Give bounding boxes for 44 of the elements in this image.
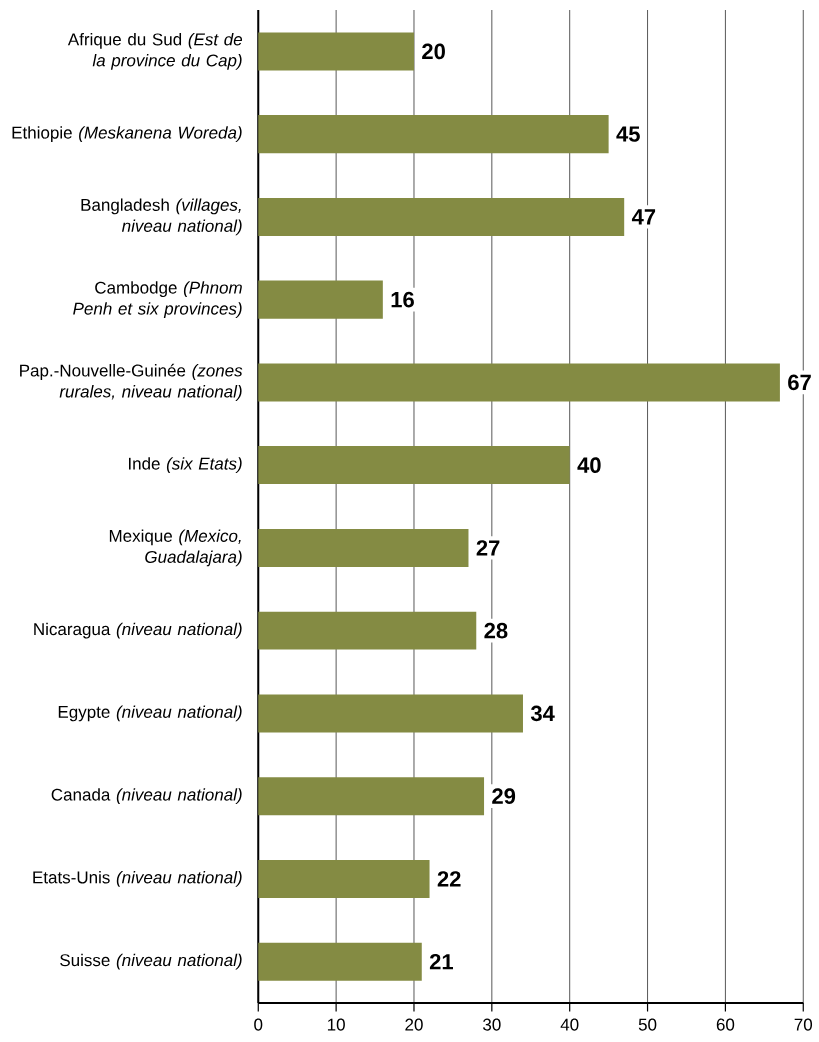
bar <box>258 197 625 236</box>
x-tick-label: 60 <box>716 1018 734 1031</box>
bar <box>258 611 477 650</box>
x-tick-label: 20 <box>405 1018 423 1031</box>
y-tick-label: Etats-Unis (niveau national) <box>33 870 242 887</box>
y-tick-label: Suisse (niveau national) <box>59 953 242 970</box>
bar <box>258 363 780 402</box>
bar <box>258 280 383 319</box>
y-tick-label: Canada (niveau national) <box>51 788 242 805</box>
data-label: 16 <box>391 291 414 308</box>
bar <box>258 859 430 898</box>
data-label: 29 <box>492 788 515 804</box>
bar <box>258 446 570 485</box>
y-tick-label: Mexique (Mexico, Guadalajara) <box>109 529 242 567</box>
y-tick-label: Pap.-Nouvelle-Guinée (zones rurales, niveau national) <box>19 363 243 401</box>
x-tick-label: 40 <box>560 1018 579 1031</box>
y-tick-label: Ethiopie (Meskanena Woreda) <box>12 126 242 143</box>
bar <box>258 528 469 567</box>
y-tick-label: Egypte (niveau national) <box>58 705 242 722</box>
data-label: 27 <box>476 540 500 556</box>
x-tick-label: 70 <box>794 1018 812 1031</box>
x-tick-label: 30 <box>482 1018 501 1031</box>
x-tick-label: 50 <box>638 1018 657 1031</box>
bar <box>258 694 523 733</box>
data-label: 45 <box>616 126 640 142</box>
data-label: 28 <box>484 622 508 639</box>
data-label: 22 <box>437 871 461 887</box>
y-tick-label: Cambodge (Phnom Penh et six provinces) <box>72 281 242 319</box>
bar <box>258 115 609 154</box>
bar <box>258 942 422 981</box>
y-tick-label: Inde (six Etats) <box>128 457 242 474</box>
x-tick-label: 10 <box>327 1018 345 1031</box>
y-tick-label: Nicaragua (niveau national) <box>34 622 242 639</box>
bar <box>258 777 484 816</box>
bar <box>258 32 414 71</box>
data-label: 40 <box>577 457 601 473</box>
data-label: 21 <box>429 953 453 970</box>
data-label: 67 <box>787 374 811 391</box>
y-tick-label: Bangladesh (villages, niveau national) <box>81 198 242 236</box>
data-label: 47 <box>631 209 655 225</box>
data-label: 34 <box>530 705 555 722</box>
data-label: 20 <box>421 43 445 60</box>
y-tick-label: Afrique du Sud (Est de la province du Cap) <box>67 32 242 70</box>
x-tick-label: 0 <box>254 1018 263 1031</box>
